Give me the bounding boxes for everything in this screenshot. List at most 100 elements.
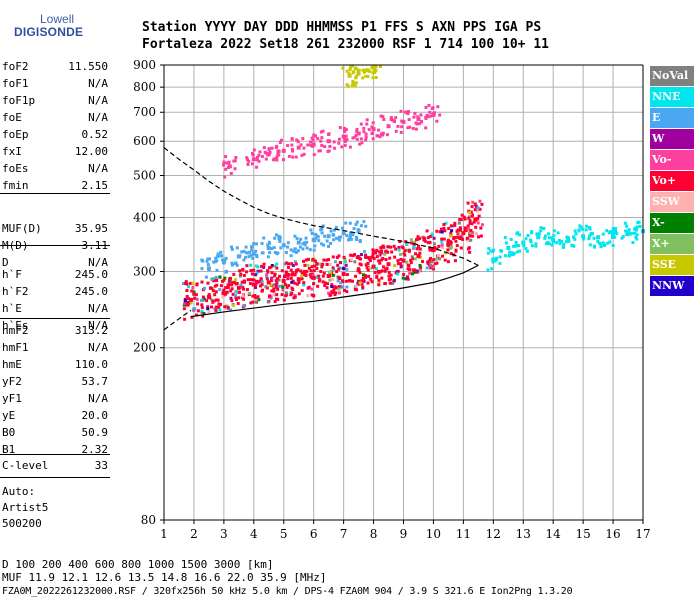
echo-point bbox=[184, 281, 188, 285]
echo-point bbox=[335, 255, 339, 259]
echo-point bbox=[218, 308, 222, 312]
echo-point bbox=[281, 288, 285, 292]
echo-point bbox=[356, 68, 360, 72]
echo-point bbox=[319, 130, 323, 134]
echo-point bbox=[331, 266, 335, 270]
echo-point bbox=[413, 268, 417, 272]
param-row-yf1: yF1 N/A bbox=[2, 392, 108, 409]
echo-point bbox=[547, 236, 551, 240]
param-name: hmF2 bbox=[2, 324, 29, 337]
echo-point bbox=[325, 286, 329, 290]
echo-point bbox=[272, 293, 276, 297]
echo-point bbox=[537, 232, 541, 236]
echo-point bbox=[359, 253, 363, 257]
param-name: fxI bbox=[2, 145, 22, 158]
echo-point bbox=[442, 237, 446, 241]
echo-point bbox=[330, 290, 334, 294]
echo-point bbox=[556, 231, 560, 235]
echo-point bbox=[363, 250, 367, 254]
echo-point bbox=[267, 147, 271, 151]
echo-point bbox=[233, 294, 237, 298]
echo-point bbox=[314, 232, 318, 236]
echo-point bbox=[360, 141, 364, 145]
echo-point bbox=[263, 150, 267, 154]
param-value: 20.0 bbox=[81, 409, 109, 422]
series-point bbox=[266, 152, 271, 157]
echo-point bbox=[434, 257, 438, 261]
echo-point bbox=[388, 256, 392, 260]
echo-point bbox=[477, 235, 481, 239]
series-point bbox=[341, 231, 346, 236]
series-point bbox=[236, 285, 241, 290]
echo-point bbox=[364, 135, 368, 139]
echo-point bbox=[443, 251, 447, 255]
echo-point bbox=[464, 229, 468, 233]
echo-point bbox=[455, 229, 459, 233]
echo-point bbox=[302, 269, 306, 273]
x-tick-label: 12 bbox=[486, 527, 501, 541]
echo-point bbox=[322, 243, 326, 247]
echo-point bbox=[312, 133, 316, 137]
echo-point bbox=[341, 226, 345, 230]
echo-point bbox=[328, 270, 332, 274]
series-point bbox=[347, 73, 352, 78]
echo-point bbox=[234, 155, 238, 159]
echo-point bbox=[202, 286, 206, 290]
legend-item-x: X+ bbox=[650, 234, 694, 254]
echo-point bbox=[335, 236, 339, 240]
x-tick-label: 4 bbox=[250, 527, 258, 541]
echo-point bbox=[296, 249, 300, 253]
echo-point bbox=[284, 291, 288, 295]
echo-point bbox=[371, 251, 375, 255]
echo-point bbox=[320, 136, 324, 140]
echo-point bbox=[351, 82, 355, 86]
echo-point bbox=[251, 256, 255, 260]
echo-point bbox=[408, 125, 412, 129]
series-point bbox=[536, 235, 541, 240]
echo-point bbox=[359, 122, 363, 126]
echo-point bbox=[245, 156, 249, 160]
echo-point bbox=[231, 281, 235, 285]
echo-point bbox=[214, 309, 218, 313]
echo-point bbox=[238, 269, 242, 273]
echo-point bbox=[341, 266, 345, 270]
echo-point bbox=[320, 231, 324, 235]
echo-point bbox=[242, 287, 246, 291]
echo-point bbox=[573, 237, 577, 241]
echo-point bbox=[355, 288, 359, 292]
echo-point bbox=[360, 279, 364, 283]
echo-point bbox=[242, 297, 246, 301]
echo-point bbox=[302, 259, 306, 263]
y-tick-label: 80 bbox=[141, 513, 156, 527]
echo-point bbox=[351, 279, 355, 283]
series-point bbox=[311, 275, 316, 280]
echo-point bbox=[414, 252, 418, 256]
param-name: B0 bbox=[2, 426, 16, 439]
series-point bbox=[311, 237, 316, 242]
echo-point bbox=[461, 237, 465, 241]
echo-point bbox=[234, 282, 238, 286]
echo-point bbox=[343, 257, 347, 261]
echo-point bbox=[284, 251, 288, 255]
echo-point bbox=[305, 246, 309, 250]
echo-point bbox=[256, 265, 260, 269]
param-row-mufd: MUF(D) 35.95 bbox=[2, 222, 108, 239]
param-name: h`E bbox=[2, 302, 22, 315]
echo-point bbox=[498, 261, 502, 265]
echo-point bbox=[244, 245, 248, 249]
echo-point bbox=[635, 237, 639, 241]
series-point bbox=[356, 131, 361, 136]
echo-point bbox=[293, 247, 297, 251]
echo-point bbox=[272, 283, 276, 287]
echo-point bbox=[413, 257, 417, 261]
echo-point bbox=[508, 253, 512, 257]
echo-point bbox=[470, 222, 474, 226]
echo-point bbox=[257, 153, 261, 157]
echo-point bbox=[627, 228, 631, 232]
echo-point bbox=[262, 236, 266, 240]
echo-point bbox=[276, 287, 280, 291]
series-point bbox=[296, 240, 301, 245]
echo-point bbox=[217, 305, 221, 309]
echo-point bbox=[449, 252, 453, 256]
echo-point bbox=[422, 237, 426, 241]
